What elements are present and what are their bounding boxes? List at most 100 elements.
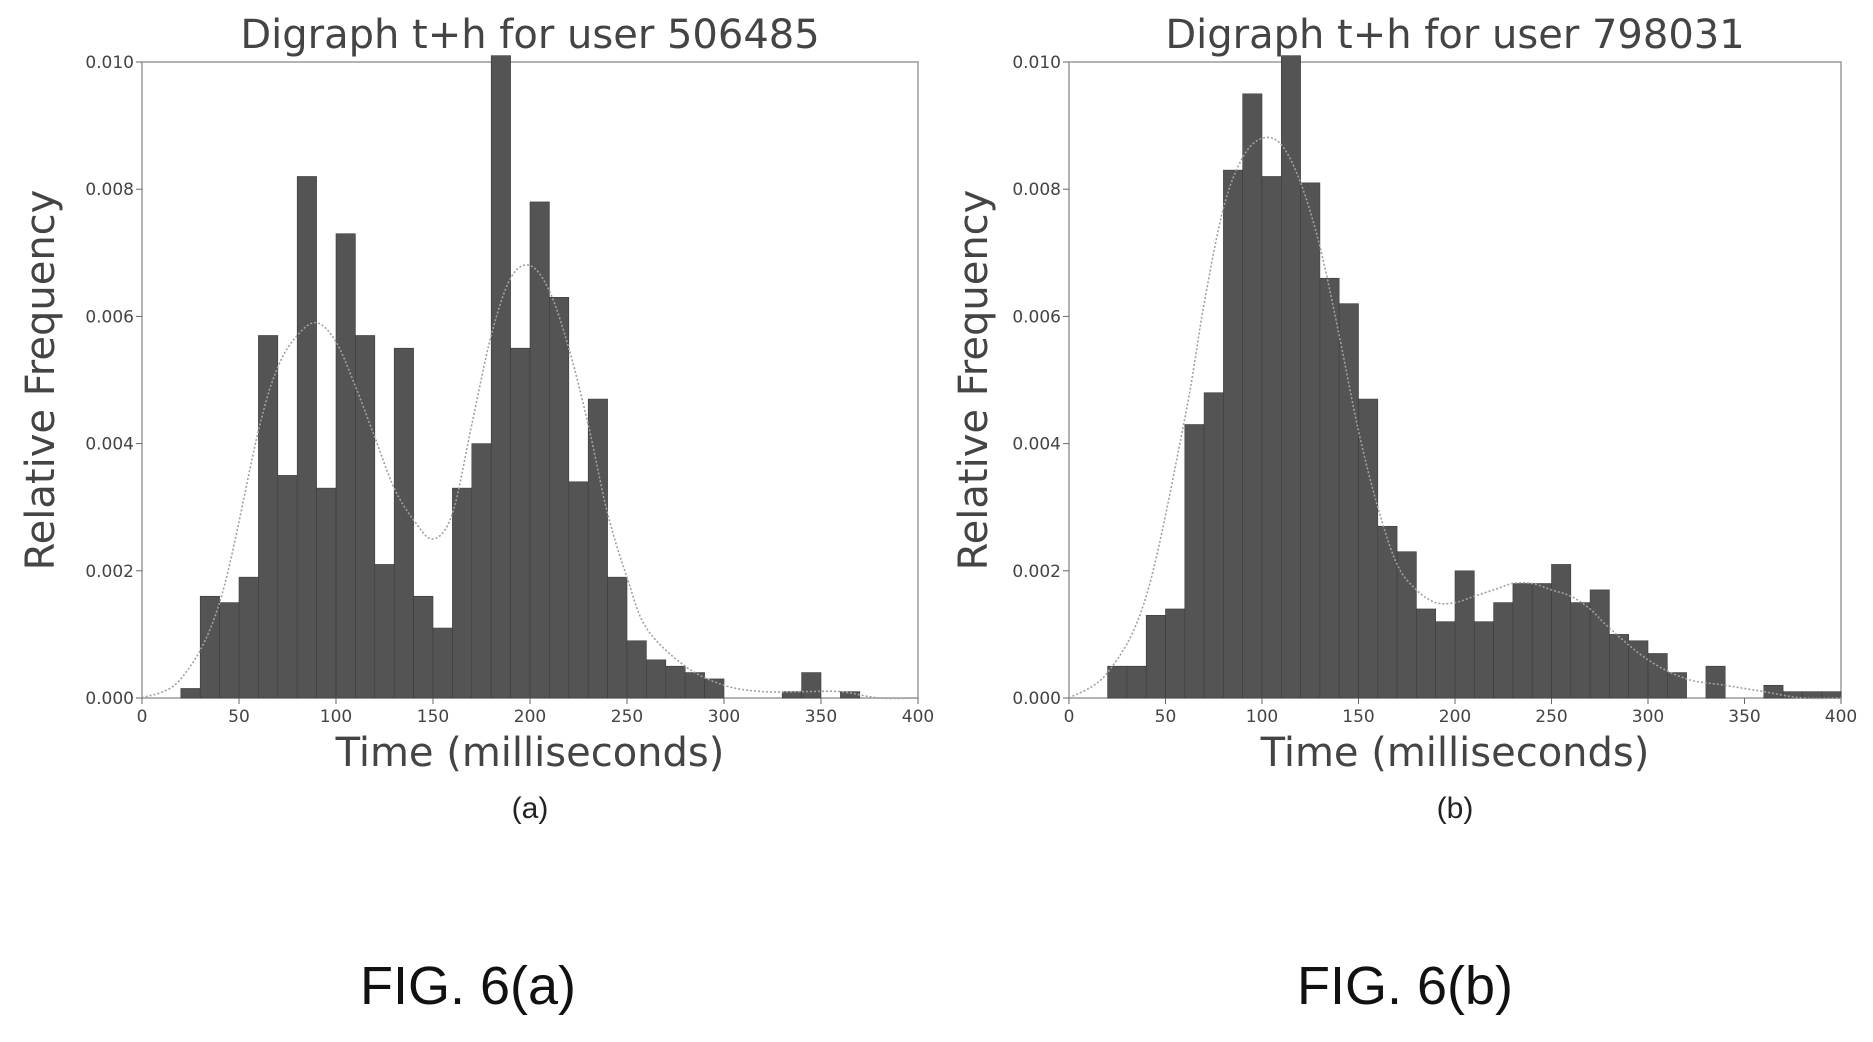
chartb-histogram-bar-21 bbox=[1512, 583, 1533, 699]
chartb-histogram-bar-9 bbox=[1280, 55, 1301, 699]
charta-x-axis-label: Time (milliseconds) bbox=[335, 730, 725, 776]
chartb-histogram-bar-22 bbox=[1531, 583, 1552, 699]
chartb-title: Digraph t+h for user 798031 bbox=[1165, 12, 1744, 58]
charta-histogram-bar-12 bbox=[413, 595, 434, 699]
chartb-histogram-bar-17 bbox=[1435, 621, 1456, 699]
chartb-y-tick-label-1: 0.002 bbox=[1012, 562, 1061, 582]
charta-y-tick-label-2: 0.004 bbox=[85, 435, 134, 455]
charta-y-tick-label-4: 0.008 bbox=[85, 180, 134, 200]
charta-histogram-bar-8 bbox=[335, 233, 356, 699]
histogram-chart-a: 0 50 100 150 200 250 300 350 400 0.000 0.002 0.004 0… bbox=[18, 12, 934, 825]
chartb-histogram-bar-7 bbox=[1242, 93, 1263, 699]
chartb-x-tick-label-0: 0 bbox=[1064, 707, 1075, 727]
chartb-histogram-bar-23 bbox=[1551, 564, 1572, 699]
chartb-density-curve bbox=[1068, 136, 1842, 700]
chartb-x-tick-label-6: 300 bbox=[1632, 707, 1664, 727]
charta-y-tick-label-3: 0.006 bbox=[85, 307, 134, 327]
figure-caption-b: FIG. 6(b) bbox=[1296, 956, 1514, 1016]
chartb-histogram-bar-29 bbox=[1666, 672, 1687, 699]
chartb-x-axis-label: Time (milliseconds) bbox=[1260, 730, 1650, 776]
charta-histogram-bar-14 bbox=[452, 487, 473, 699]
chartb-histogram-bar-1 bbox=[1126, 665, 1147, 699]
charta-y-tick-label-1: 0.002 bbox=[85, 562, 134, 582]
chartb-histogram-bar-32 bbox=[1763, 684, 1784, 699]
charta-histogram-bar-18 bbox=[529, 201, 550, 699]
charta-histogram-bar-23 bbox=[626, 640, 647, 699]
chartb-histogram-bar-15 bbox=[1396, 551, 1417, 699]
charta-x-tick-label-3: 150 bbox=[417, 707, 449, 727]
charta-histogram-bar-27 bbox=[704, 678, 725, 699]
charta-x-tick-label-5: 250 bbox=[611, 707, 643, 727]
figure-caption-a: FIG. 6(a) bbox=[359, 956, 577, 1016]
charta-histogram-bar-7 bbox=[316, 487, 337, 699]
chartb-x-tick-label-4: 200 bbox=[1439, 707, 1471, 727]
chartb-y-axis-label: Relative Frequency bbox=[951, 190, 997, 571]
charta-histogram-bar-10 bbox=[374, 564, 395, 699]
chartb-histogram-bar-8 bbox=[1261, 176, 1282, 699]
chartb-histogram-bar-27 bbox=[1628, 640, 1649, 699]
charta-histogram-bar-29 bbox=[801, 672, 822, 699]
chartb-histogram-bar-19 bbox=[1473, 621, 1494, 699]
charta-histogram-bar-3 bbox=[238, 576, 259, 699]
chartb-histogram-bar-25 bbox=[1589, 589, 1610, 699]
charta-y-tick-label-5: 0.010 bbox=[85, 53, 134, 73]
chartb-histogram-bar-10 bbox=[1300, 182, 1321, 699]
chartb-histogram-bar-35 bbox=[1821, 691, 1842, 699]
charta-histogram-bar-15 bbox=[471, 443, 492, 699]
charta-histogram-bar-21 bbox=[587, 398, 608, 699]
charta-histogram-bar-19 bbox=[549, 297, 570, 699]
charta-x-tick-label-8: 400 bbox=[902, 707, 934, 727]
histogram-chart-b: 0 50 100 150 200 250 300 350 400 0.000 0.002 0.004 0… bbox=[951, 12, 1857, 825]
charta-histogram-bar-13 bbox=[432, 627, 453, 699]
chartb-x-tick-label-1: 50 bbox=[1155, 707, 1177, 727]
chartb-histogram-bar-4 bbox=[1184, 424, 1205, 699]
chartb-histogram-bar-20 bbox=[1493, 602, 1514, 699]
charta-density-curve bbox=[141, 264, 919, 700]
charta-histogram-bar-2 bbox=[219, 602, 240, 699]
charta-x-tick-label-2: 100 bbox=[320, 707, 352, 727]
charta-histogram-bar-17 bbox=[510, 347, 531, 699]
figure-panel-a: 0 50 100 150 200 250 300 350 400 0.000 0.002 0.004 0… bbox=[0, 0, 936, 1042]
charta-y-tick-label-0: 0.000 bbox=[85, 689, 134, 709]
chartb-histogram-bar-16 bbox=[1416, 608, 1436, 699]
chartb-histogram-bar-0 bbox=[1107, 665, 1128, 699]
charta-histogram-bar-25 bbox=[665, 665, 686, 699]
charta-histogram-bar-5 bbox=[277, 475, 298, 699]
chartb-histogram-bar-12 bbox=[1338, 303, 1359, 699]
charta-histogram-bar-6 bbox=[296, 176, 317, 699]
charta-histogram-bar-28 bbox=[781, 691, 802, 699]
chartb-x-tick-label-3: 150 bbox=[1342, 707, 1374, 727]
charta-histogram-bar-20 bbox=[568, 481, 589, 699]
chartb-x-tick-label-7: 350 bbox=[1728, 707, 1760, 727]
charta-x-tick-label-0: 0 bbox=[137, 707, 148, 727]
chartb-histogram-bar-3 bbox=[1165, 608, 1186, 699]
chartb-histogram-bar-5 bbox=[1203, 392, 1224, 699]
chartb-histogram-bar-26 bbox=[1609, 634, 1630, 699]
charta-x-tick-label-7: 350 bbox=[805, 707, 837, 727]
chartb-sub-caption: (b) bbox=[1437, 792, 1474, 825]
chartb-histogram-bar-2 bbox=[1145, 615, 1166, 699]
chartb-histogram-bar-11 bbox=[1319, 277, 1340, 699]
chartb-y-tick-label-3: 0.006 bbox=[1012, 307, 1061, 327]
chartb-histogram-bar-14 bbox=[1377, 525, 1398, 699]
charta-x-tick-label-6: 300 bbox=[708, 707, 740, 727]
chartb-histogram-bar-24 bbox=[1570, 602, 1591, 699]
charta-y-axis-label: Relative Frequency bbox=[18, 190, 64, 571]
charta-histogram-bar-22 bbox=[607, 576, 628, 699]
charta-histogram-bar-9 bbox=[355, 335, 376, 699]
chartb-y-tick-label-5: 0.010 bbox=[1012, 53, 1061, 73]
charta-histogram-bar-4 bbox=[258, 335, 279, 699]
charta-sub-caption: (a) bbox=[512, 792, 549, 825]
chartb-y-tick-label-0: 0.000 bbox=[1012, 689, 1061, 709]
chartb-histogram-bar-13 bbox=[1358, 398, 1379, 699]
charta-histogram-bar-0 bbox=[180, 688, 201, 699]
charta-histogram-bar-11 bbox=[393, 347, 414, 699]
chartb-y-tick-label-2: 0.004 bbox=[1012, 435, 1061, 455]
chartb-x-tick-label-2: 100 bbox=[1246, 707, 1278, 727]
chartb-histogram-bar-34 bbox=[1802, 691, 1823, 699]
charta-title: Digraph t+h for user 506485 bbox=[240, 12, 819, 58]
chartb-y-tick-label-4: 0.008 bbox=[1012, 180, 1061, 200]
charta-x-tick-label-1: 50 bbox=[228, 707, 250, 727]
chartb-histogram-bar-6 bbox=[1223, 169, 1243, 699]
